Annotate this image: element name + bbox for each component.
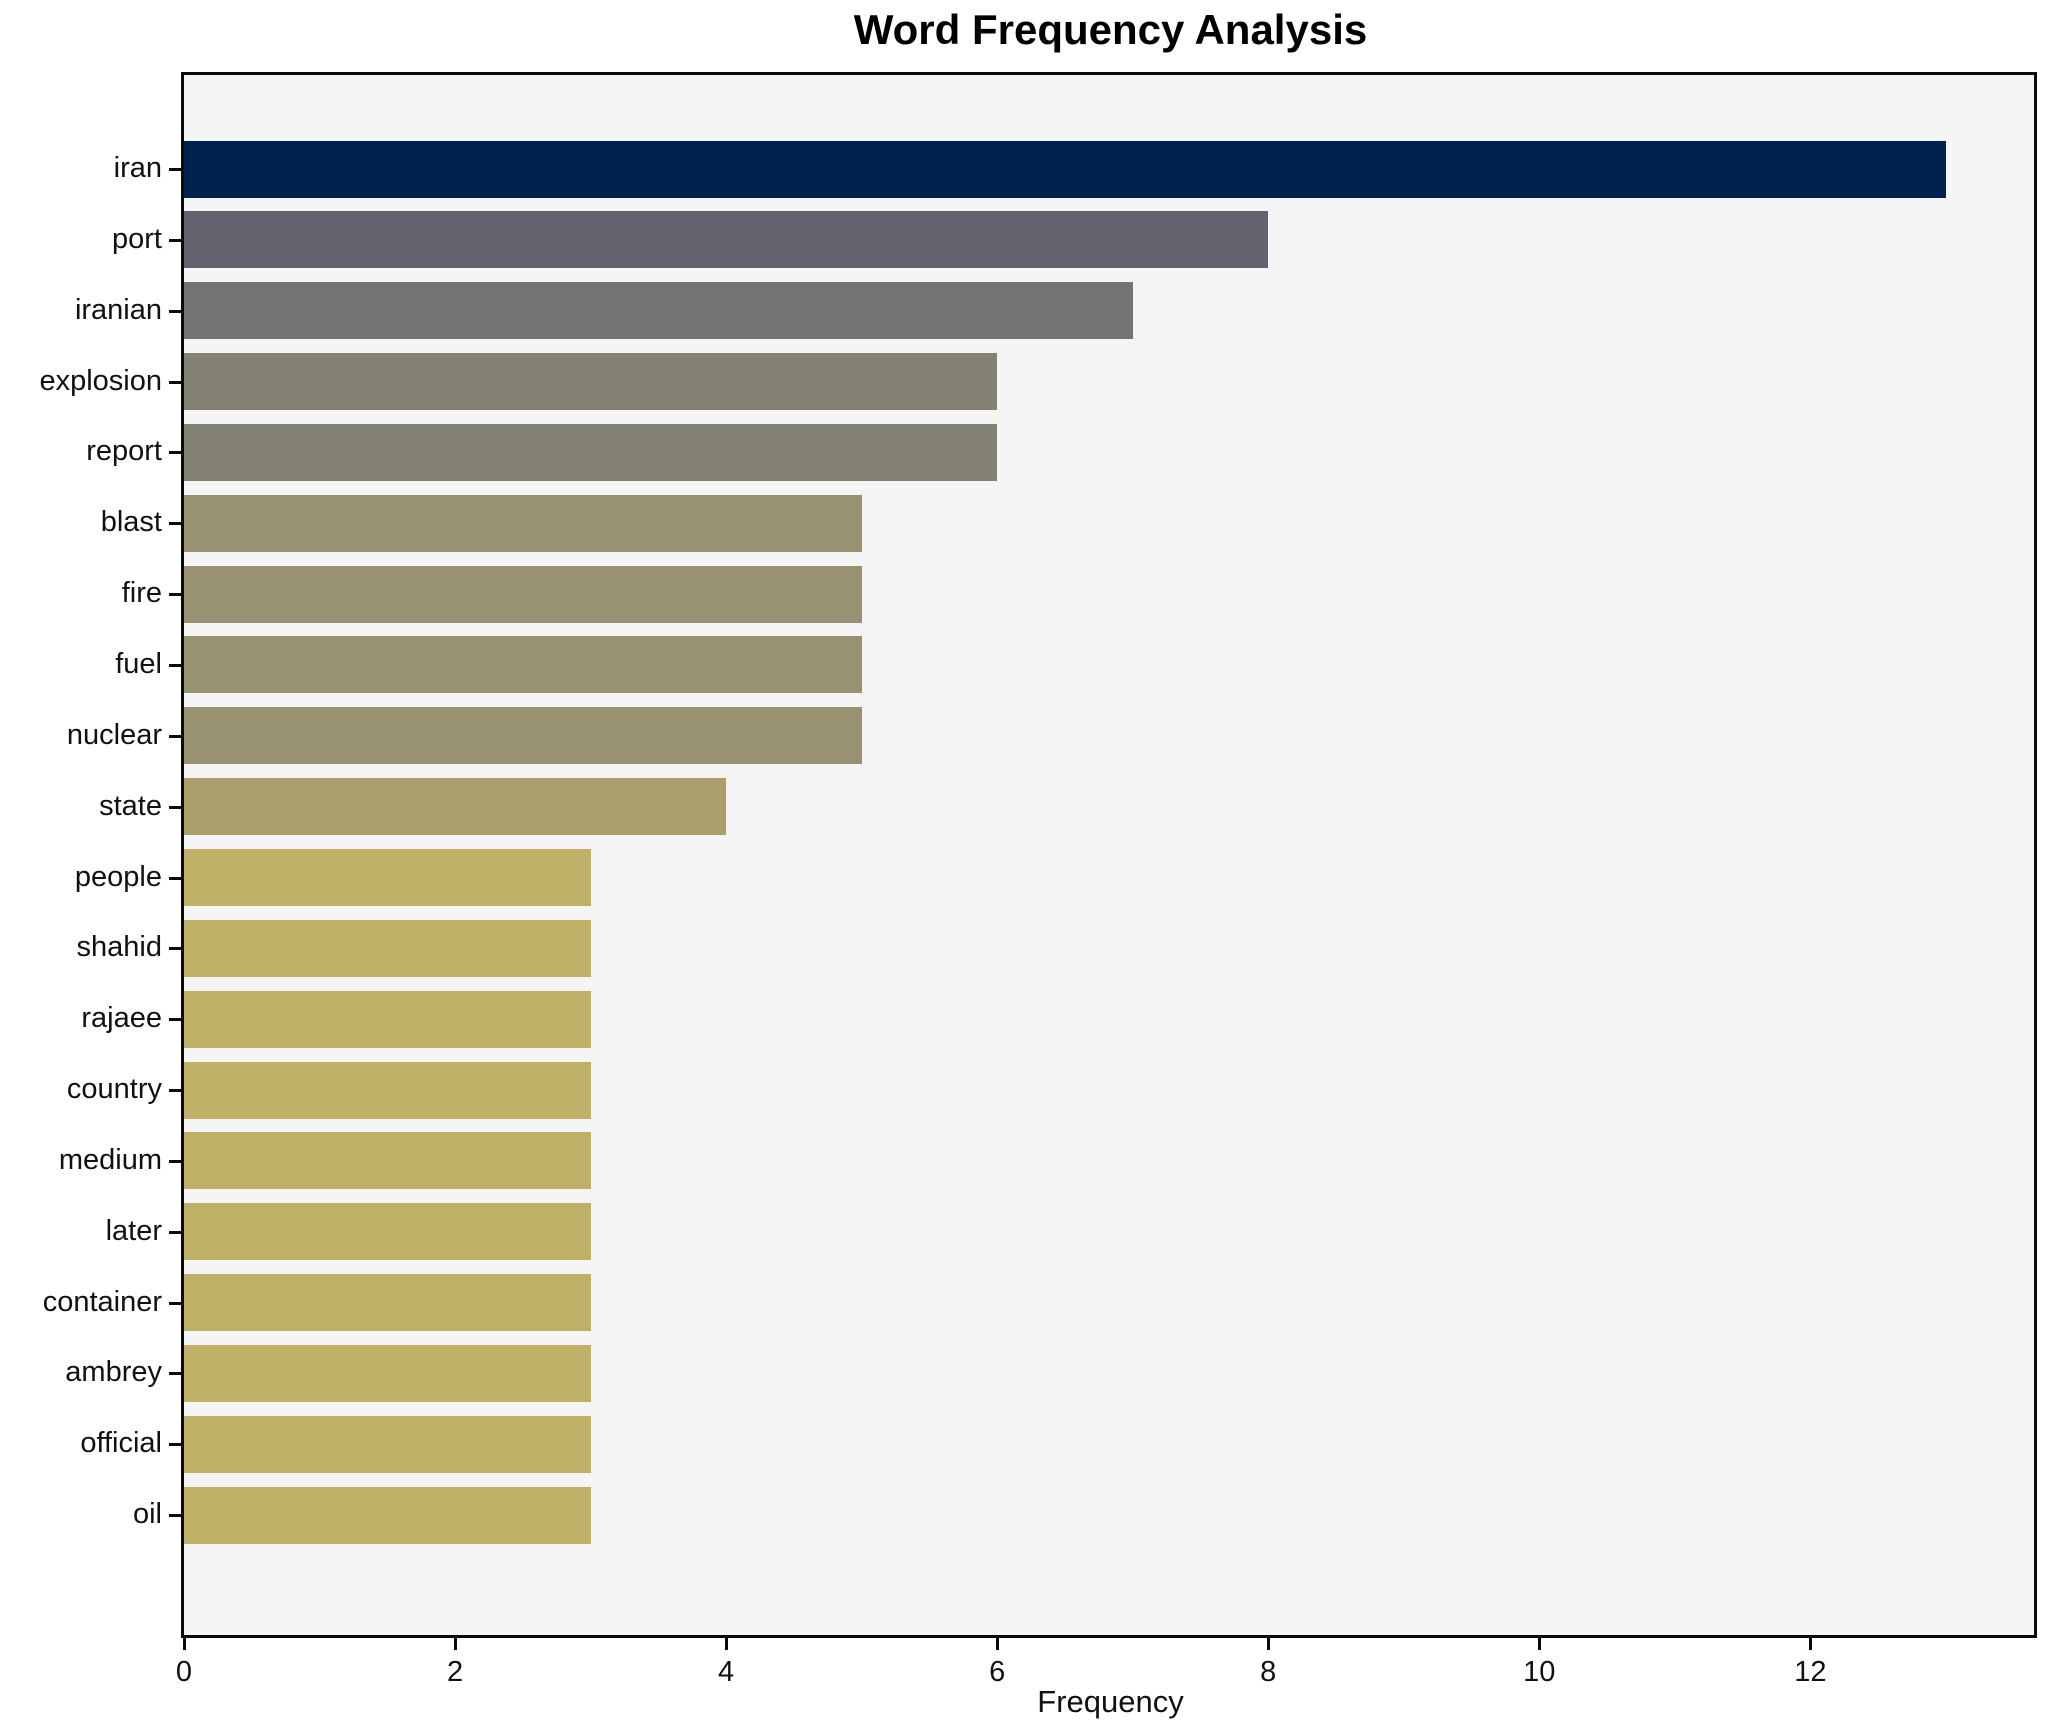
bar-iranian: [184, 282, 1133, 340]
bar-fuel: [184, 636, 862, 694]
y-tick-mark: [169, 593, 181, 597]
bar-nuclear: [184, 707, 862, 765]
y-tick-label-official: official: [80, 1427, 162, 1460]
y-tick-mark: [169, 309, 181, 313]
bar-rajaee: [184, 990, 591, 1048]
y-tick-mark: [169, 1301, 181, 1305]
y-tick-label-port: port: [112, 222, 162, 255]
y-tick-label-fuel: fuel: [115, 647, 162, 680]
y-tick-mark: [169, 947, 181, 951]
chart-title: Word Frequency Analysis: [853, 6, 1368, 53]
y-tick-mark: [169, 734, 181, 738]
y-tick-label-container: container: [42, 1285, 162, 1318]
y-tick-label-shahid: shahid: [76, 931, 162, 964]
bar-port: [184, 211, 1269, 269]
x-tick-mark: [995, 1638, 999, 1650]
y-tick-label-nuclear: nuclear: [66, 718, 162, 751]
y-tick-mark: [169, 1230, 181, 1234]
bar-official: [184, 1415, 591, 1473]
bar-container: [184, 1274, 591, 1332]
bar-report: [184, 423, 998, 481]
x-tick-mark: [182, 1638, 186, 1650]
y-tick-mark: [169, 1089, 181, 1093]
x-axis-title: Frequency: [1037, 1684, 1184, 1719]
bar-state: [184, 778, 727, 836]
x-tick-label-4: 4: [718, 1656, 735, 1688]
y-tick-mark: [169, 522, 181, 526]
y-tick-mark: [169, 451, 181, 455]
x-tick-mark: [1537, 1638, 1541, 1650]
x-tick-mark: [1266, 1638, 1270, 1650]
y-tick-mark: [169, 168, 181, 171]
x-tick-mark: [453, 1638, 457, 1650]
y-tick-label-ambrey: ambrey: [65, 1356, 162, 1389]
x-tick-label-0: 0: [175, 1656, 193, 1688]
y-tick-mark: [169, 1514, 181, 1518]
y-tick-label-later: later: [105, 1214, 162, 1247]
bar-later: [184, 1203, 591, 1261]
bar-shahid: [184, 919, 591, 977]
x-tick-label-10: 10: [1523, 1656, 1556, 1688]
y-tick-label-iran: iran: [113, 152, 162, 184]
y-tick-mark: [169, 1018, 181, 1022]
bars-layer: [184, 75, 2034, 1635]
x-tick-label-2: 2: [446, 1656, 464, 1688]
y-tick-label-blast: blast: [100, 506, 162, 539]
bar-oil: [184, 1486, 591, 1544]
y-tick-mark: [169, 1372, 181, 1376]
plot-area: [181, 72, 2037, 1638]
x-tick-label-12: 12: [1794, 1656, 1827, 1688]
bar-blast: [184, 494, 862, 552]
y-tick-mark: [169, 876, 181, 880]
x-tick-mark: [1808, 1638, 1812, 1650]
bar-country: [184, 1061, 591, 1119]
y-tick-label-explosion: explosion: [39, 364, 162, 397]
y-tick-mark: [169, 663, 181, 667]
bar-ambrey: [184, 1344, 591, 1402]
bar-medium: [184, 1132, 591, 1190]
y-tick-label-medium: medium: [58, 1143, 162, 1176]
y-tick-mark: [169, 805, 181, 809]
y-tick-label-iranian: iranian: [74, 293, 162, 326]
y-tick-label-fire: fire: [121, 577, 162, 610]
y-tick-label-report: report: [86, 435, 162, 468]
x-tick-mark: [724, 1638, 728, 1650]
x-tick-label-6: 6: [989, 1656, 1006, 1688]
y-tick-label-state: state: [99, 789, 162, 822]
y-tick-mark: [169, 238, 181, 242]
bar-iran: [184, 140, 1946, 198]
bar-people: [184, 849, 591, 906]
x-tick-label-8: 8: [1260, 1656, 1277, 1688]
y-tick-label-rajaee: rajaee: [81, 1002, 162, 1035]
y-tick-label-people: people: [74, 860, 162, 893]
y-tick-mark: [169, 380, 181, 384]
bar-explosion: [184, 353, 998, 411]
y-tick-mark: [169, 1443, 181, 1447]
y-tick-label-oil: oil: [132, 1498, 162, 1531]
y-tick-mark: [169, 1159, 181, 1163]
bar-fire: [184, 565, 862, 623]
y-tick-label-country: country: [66, 1073, 162, 1106]
